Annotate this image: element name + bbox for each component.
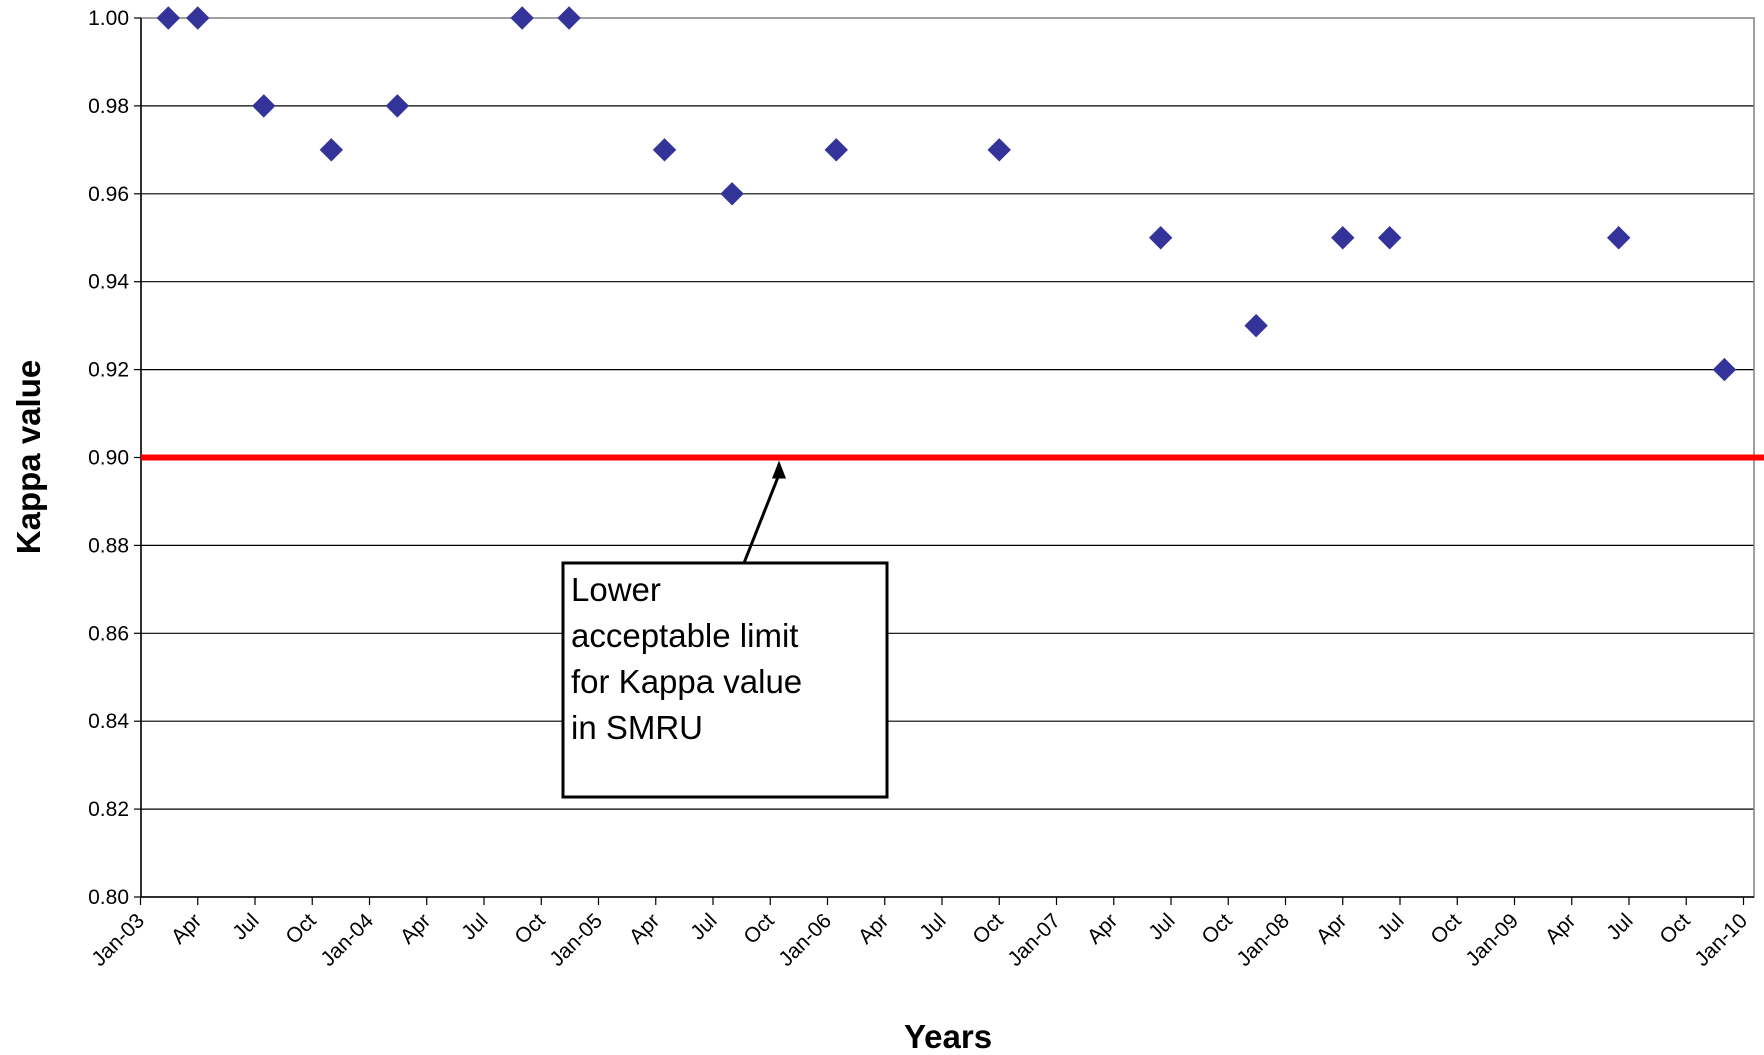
y-tick-label: 0.96 (88, 183, 129, 206)
data-point (385, 94, 410, 118)
y-tick-label: 0.90 (88, 447, 129, 470)
data-point (1331, 226, 1355, 250)
annotation-text-line: acceptable limit (571, 617, 798, 654)
data-point (186, 6, 210, 30)
data-point (1606, 226, 1631, 250)
y-tick-label: 0.84 (88, 710, 129, 733)
x-axis-title: Years (904, 1018, 992, 1055)
annotation-text-line: for Kappa value (571, 663, 802, 700)
annotation-text-line: Lower (571, 571, 661, 608)
data-point (557, 6, 581, 30)
gridlines (141, 105, 1754, 810)
data-point (252, 94, 276, 118)
y-tick-label: 0.82 (88, 798, 129, 821)
data-point (1148, 226, 1173, 250)
data-point (652, 138, 677, 162)
y-tick-label: 0.86 (88, 622, 129, 645)
y-tick-label: 0.92 (88, 359, 129, 382)
annotation: Lower acceptable limit for Kappa value in S… (561, 460, 889, 799)
annotation-text-line: in SMRU (571, 709, 703, 746)
y-axis-title: Kappa value (10, 360, 47, 554)
y-tick-label: 0.94 (88, 271, 129, 294)
y-tick-labels: 0.80 0.82 0.84 0.86 0.88 0.90 0.92 0.94 0.96 0.98… (88, 7, 129, 909)
data-point (156, 6, 181, 30)
data-point (319, 138, 344, 162)
y-tick-label: 1.00 (88, 7, 129, 30)
y-tick-label: 0.88 (88, 534, 129, 557)
data-point (1377, 226, 1402, 250)
annotation-box (561, 561, 889, 799)
data-point (720, 182, 744, 206)
y-tick-label: 0.98 (88, 95, 129, 118)
annotation-arrow-head (772, 460, 787, 479)
data-point (1712, 357, 1737, 382)
y-tick-label: 0.80 (88, 886, 129, 909)
data-point (510, 6, 534, 30)
data-point (824, 138, 848, 162)
data-points (156, 6, 1737, 382)
annotation-arrow-line (742, 473, 781, 564)
data-point (987, 138, 1011, 162)
data-point (1244, 313, 1268, 338)
